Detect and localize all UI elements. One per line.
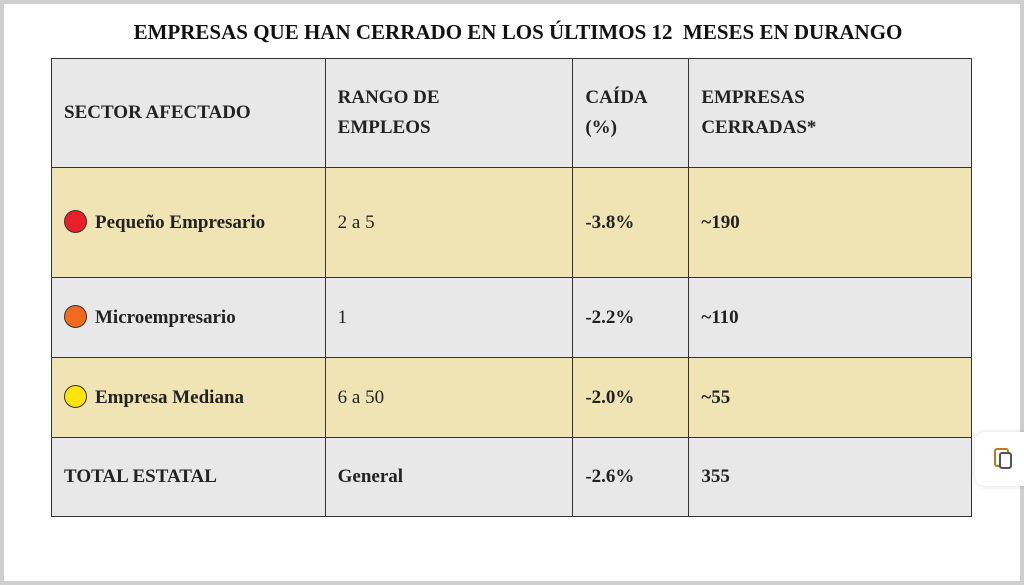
cell: ~190 bbox=[688, 167, 972, 278]
header-text: EMPRESAS CERRADAS* bbox=[701, 87, 817, 138]
cell: 355 bbox=[688, 437, 972, 517]
header-cell: RANGO DE EMPLEOS bbox=[324, 58, 574, 168]
cell: -2.0% bbox=[572, 357, 690, 438]
data-table: SECTOR AFECTADO RANGO DE EMPLEOS CAÍDA (… bbox=[51, 58, 972, 517]
cell: Microempresario bbox=[51, 277, 326, 358]
cell: -3.8% bbox=[572, 167, 690, 278]
copy-icon bbox=[994, 448, 1012, 469]
header-cell: EMPRESAS CERRADAS* bbox=[688, 58, 972, 168]
cell: TOTAL ESTATAL bbox=[51, 437, 326, 517]
orange-circle-icon bbox=[64, 304, 87, 328]
cell: Pequeño Empresario bbox=[51, 167, 326, 278]
header-text: CAÍDA (%) bbox=[585, 87, 647, 138]
header-text: RANGO DE EMPLEOS bbox=[337, 87, 440, 138]
title: EMPRESAS QUE HAN CERRADO EN LOS ÚLTIMOS … bbox=[133, 20, 903, 44]
cell: ~110 bbox=[688, 277, 972, 358]
cell: 6 a 50 bbox=[324, 357, 574, 438]
cell: -2.2% bbox=[572, 277, 690, 358]
cell: ~55 bbox=[688, 357, 972, 438]
header-row: SECTOR AFECTADO RANGO DE EMPLEOS CAÍDA (… bbox=[51, 58, 972, 168]
header-cell: CAÍDA (%) bbox=[572, 58, 690, 168]
copy-button[interactable] bbox=[975, 432, 1024, 486]
cell-text: Pequeño Empresario bbox=[95, 211, 266, 233]
cell-text: Microempresario bbox=[95, 306, 236, 328]
header-cell: SECTOR AFECTADO bbox=[51, 58, 326, 168]
yellow-circle-icon bbox=[64, 384, 87, 408]
cell: -2.6% bbox=[572, 437, 690, 517]
row: TOTAL ESTATAL General -2.6% 355 bbox=[51, 437, 972, 517]
row: Empresa Mediana 6 a 50 -2.0% ~55 bbox=[51, 357, 972, 438]
red-circle-icon bbox=[64, 209, 87, 233]
row: Pequeño Empresario 2 a 5 -3.8% ~190 bbox=[51, 167, 972, 278]
cell: General bbox=[324, 437, 574, 517]
row: Microempresario 1 -2.2% ~110 bbox=[51, 277, 972, 358]
header-text: SECTOR AFECTADO bbox=[64, 102, 251, 123]
cell: Empresa Mediana bbox=[51, 357, 326, 438]
cell-text: Empresa Mediana bbox=[95, 386, 245, 408]
cell: 1 bbox=[324, 277, 574, 358]
cell: 2 a 5 bbox=[324, 167, 574, 278]
